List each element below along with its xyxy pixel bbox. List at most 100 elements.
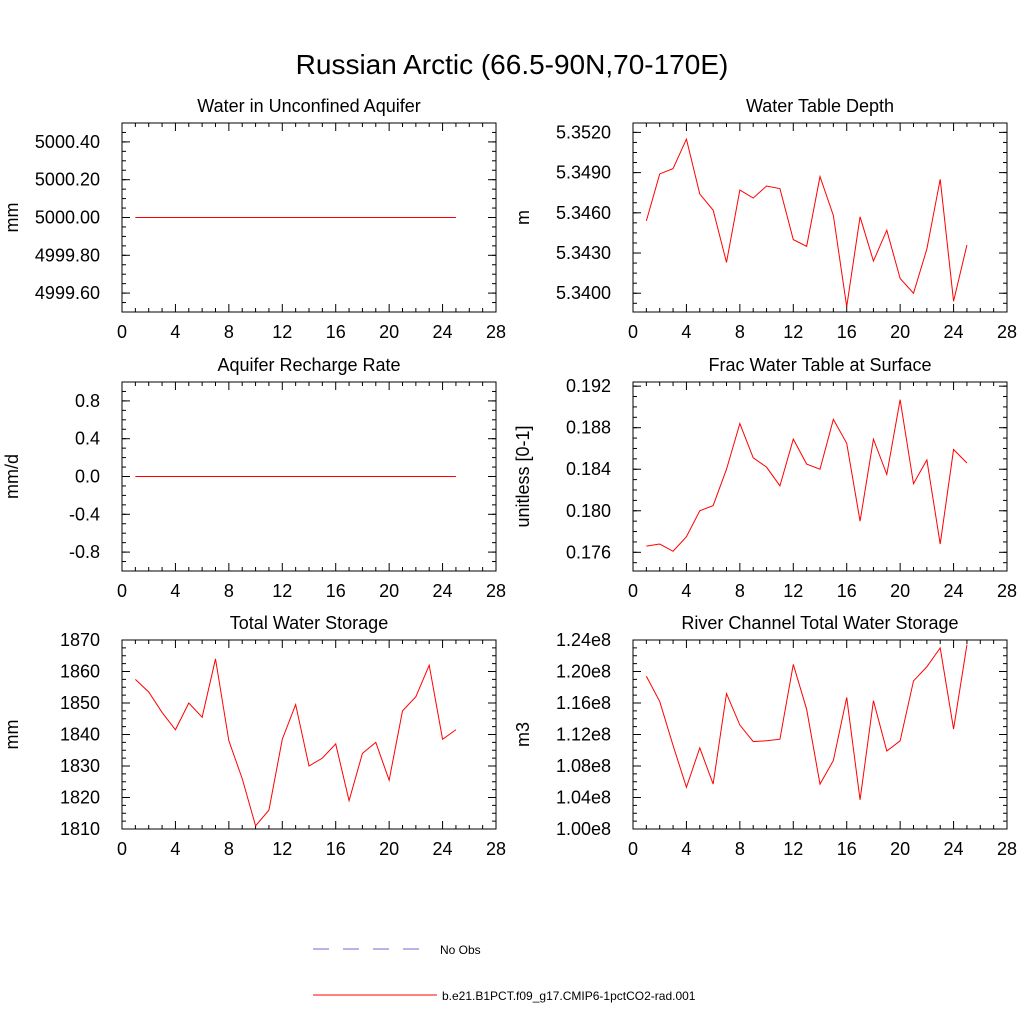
legend-item-model: b.e21.B1PCT.f09_g17.CMIP6-1pctCO2-rad.00… xyxy=(313,989,696,1003)
y-tick-label: 1870 xyxy=(60,630,100,650)
x-tick-label: 0 xyxy=(117,581,127,601)
legend-label-model: b.e21.B1PCT.f09_g17.CMIP6-1pctCO2-rad.00… xyxy=(442,989,696,1003)
y-tick-label: 0.188 xyxy=(566,418,611,438)
legend-item-obs: No Obs xyxy=(313,943,481,957)
x-tick-label: 12 xyxy=(272,322,292,342)
plot-panels: Water in Unconfined Aquifer mm 0 4 8 12 16 20 24… xyxy=(2,96,1017,859)
y-tick-label: 0.176 xyxy=(566,542,611,562)
y-tick-label: 1850 xyxy=(60,693,100,713)
x-tick-label: 4 xyxy=(170,839,180,859)
y-tick-label: 5.3430 xyxy=(556,243,611,263)
x-tick-label: 24 xyxy=(433,322,453,342)
y-tick-label: 5.3460 xyxy=(556,203,611,223)
y-tick-label: 1840 xyxy=(60,725,100,745)
x-tick-label: 28 xyxy=(486,322,506,342)
x-tick-label: 16 xyxy=(837,322,857,342)
panel-2: Water Table Depth m 0 4 8 12 16 20 24 28 5.3400 5.3… xyxy=(513,96,1017,342)
y-axis-label: m3 xyxy=(513,722,533,747)
series-line xyxy=(646,399,968,552)
y-tick-label: 1820 xyxy=(60,788,100,808)
y-tick-label: 5000.00 xyxy=(35,208,100,228)
legend-label-obs: No Obs xyxy=(440,943,481,957)
x-tick-label: 20 xyxy=(890,322,910,342)
x-tick-label: 0 xyxy=(628,839,638,859)
x-tick-label: 24 xyxy=(944,581,964,601)
panel-title: River Channel Total Water Storage xyxy=(681,613,958,633)
x-tick-label: 28 xyxy=(997,581,1017,601)
x-tick-label: 12 xyxy=(783,581,803,601)
x-tick-label: 20 xyxy=(379,839,399,859)
y-tick-label: -0.8 xyxy=(69,542,100,562)
x-tick-label: 0 xyxy=(628,322,638,342)
x-tick-label: 8 xyxy=(224,322,234,342)
panel-6: River Channel Total Water Storage m3 0 4 8 12… xyxy=(513,613,1017,859)
y-tick-label: 0.192 xyxy=(566,376,611,396)
x-tick-label: 12 xyxy=(272,581,292,601)
x-tick-label: 8 xyxy=(224,839,234,859)
panel-3: Aquifer Recharge Rate mm/d 0 4 8 12 16 20 24 28 -0… xyxy=(2,355,506,601)
x-tick-label: 0 xyxy=(117,322,127,342)
x-tick-label: 12 xyxy=(272,839,292,859)
plot-frame xyxy=(632,639,1008,830)
x-tick-label: 28 xyxy=(486,581,506,601)
x-tick-label: 0 xyxy=(628,581,638,601)
y-tick-label: 1.20e8 xyxy=(556,662,611,682)
panel-5: Total Water Storage mm 0 4 8 12 16 20 24 28 1810 18… xyxy=(2,613,506,859)
y-tick-label: 1.00e8 xyxy=(556,819,611,839)
x-tick-label: 4 xyxy=(681,581,691,601)
x-tick-label: 8 xyxy=(735,581,745,601)
x-tick-label: 28 xyxy=(486,839,506,859)
y-tick-label: 0.180 xyxy=(566,501,611,521)
x-tick-label: 12 xyxy=(783,839,803,859)
y-axis-label: mm/d xyxy=(2,454,22,499)
x-tick-label: 28 xyxy=(997,839,1017,859)
y-tick-label: 1.12e8 xyxy=(556,725,611,745)
x-tick-label: 4 xyxy=(170,322,180,342)
x-tick-label: 24 xyxy=(433,581,453,601)
x-tick-label: 24 xyxy=(944,322,964,342)
x-tick-label: 16 xyxy=(837,581,857,601)
x-tick-label: 4 xyxy=(681,839,691,859)
y-axis-label: mm xyxy=(2,203,22,233)
plot-frame xyxy=(632,381,1008,572)
y-tick-label: 4999.80 xyxy=(35,245,100,265)
panel-title: Total Water Storage xyxy=(230,613,388,633)
x-tick-label: 4 xyxy=(681,322,691,342)
y-tick-label: 0.4 xyxy=(75,429,100,449)
y-tick-label: 0.8 xyxy=(75,391,100,411)
figure-title: Russian Arctic (66.5-90N,70-170E) xyxy=(296,49,729,80)
x-tick-label: 24 xyxy=(433,839,453,859)
y-tick-label: 1.08e8 xyxy=(556,756,611,776)
panel-1: Water in Unconfined Aquifer mm 0 4 8 12 16 20 24… xyxy=(2,96,506,342)
x-tick-label: 20 xyxy=(379,322,399,342)
series-line xyxy=(645,644,968,800)
y-tick-label: 4999.60 xyxy=(35,283,100,303)
y-tick-label: 5.3400 xyxy=(556,283,611,303)
panel-4: Frac Water Table at Surface unitless [0-1… xyxy=(513,355,1017,601)
plot-frame xyxy=(121,639,497,830)
series-line xyxy=(135,658,457,827)
y-axis-label: unitless [0-1] xyxy=(513,425,533,527)
x-tick-label: 20 xyxy=(890,839,910,859)
series-line xyxy=(645,137,968,307)
y-tick-label: 1.16e8 xyxy=(556,693,611,713)
y-tick-label: 1830 xyxy=(60,756,100,776)
y-tick-label: 0.184 xyxy=(566,459,611,479)
y-tick-label: 5000.40 xyxy=(35,132,100,152)
x-tick-label: 16 xyxy=(326,581,346,601)
x-tick-label: 16 xyxy=(326,322,346,342)
y-tick-label: 5000.20 xyxy=(35,170,100,190)
y-tick-label: 1.04e8 xyxy=(556,788,611,808)
y-tick-label: -0.4 xyxy=(69,504,100,524)
x-tick-label: 0 xyxy=(117,839,127,859)
y-tick-label: 1810 xyxy=(60,819,100,839)
x-tick-label: 16 xyxy=(837,839,857,859)
x-tick-label: 28 xyxy=(997,322,1017,342)
x-tick-label: 8 xyxy=(735,322,745,342)
y-tick-label: 1.24e8 xyxy=(556,630,611,650)
y-tick-label: 5.3520 xyxy=(556,122,611,142)
x-tick-label: 16 xyxy=(326,839,346,859)
legend: No Obs b.e21.B1PCT.f09_g17.CMIP6-1pctCO2… xyxy=(313,943,696,1003)
panel-title: Frac Water Table at Surface xyxy=(708,355,931,375)
